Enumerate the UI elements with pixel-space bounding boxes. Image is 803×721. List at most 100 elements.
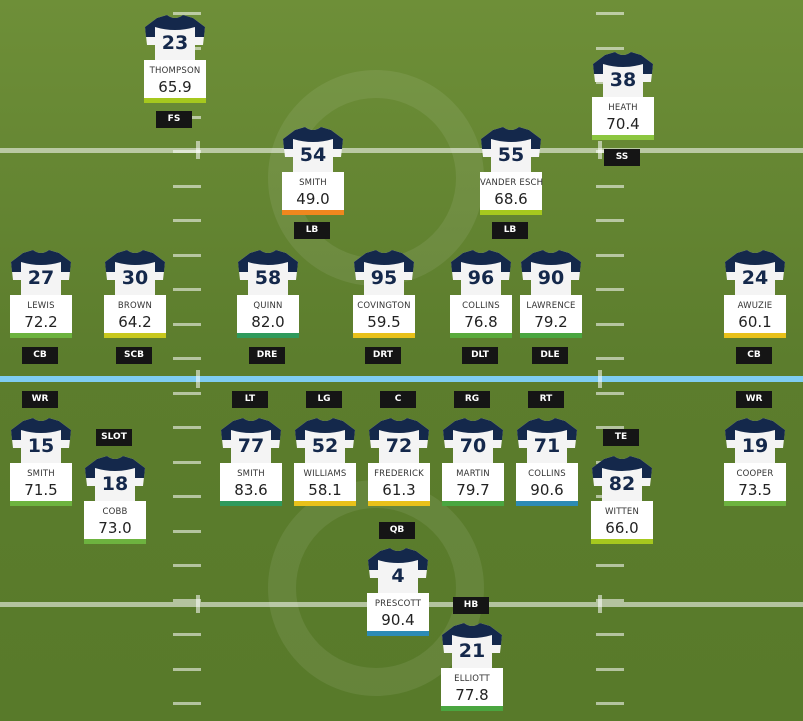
grade-bar [441,706,503,711]
player-name: SMITH [27,469,55,479]
grade-bar [450,333,512,338]
player-card: WITTEN 66.0 [591,501,653,544]
player-grade: 66.0 [605,519,639,537]
position-label: LB [294,222,330,239]
hash-mark [196,595,200,613]
player-card: ELLIOTT 77.8 [441,668,503,711]
player-grade: 82.0 [251,313,285,331]
player-grade: 76.8 [464,313,498,331]
position-label: DRT [365,347,401,364]
hash-mark [596,702,624,705]
player-grade: 70.4 [606,115,640,133]
hash-mark [596,391,624,395]
line-of-scrimmage [0,376,803,382]
jersey-number: 58 [255,267,281,289]
jersey-number: 21 [459,640,485,662]
player-name: FREDERICK [374,469,424,479]
grade-bar [724,501,786,506]
player-name: COBB [102,507,128,517]
jersey-number: 96 [468,267,494,289]
hash-mark [196,141,200,159]
player-card: COVINGTON 59.5 [353,295,415,338]
grade-bar [282,210,344,215]
jersey-number: 27 [28,267,54,289]
position-label: CB [736,347,772,364]
jersey-number: 54 [300,144,326,166]
player-card: LEWIS 72.2 [10,295,72,338]
grade-bar [10,501,72,506]
position-label: WR [22,391,58,408]
jersey: 4 [368,548,428,594]
player-card: COOPER 73.5 [724,463,786,506]
player-name: WITTEN [604,507,640,517]
hash-mark [596,426,624,429]
player-name: THOMPSON [149,66,201,76]
hash-mark [173,667,201,671]
player-name: ELLIOTT [454,674,490,684]
jersey-number: 15 [28,435,54,457]
jersey-number: 24 [742,267,768,289]
position-label: SLOT [96,429,132,446]
jersey: 95 [354,250,414,296]
player-name: COVINGTON [357,301,411,311]
player-grade: 64.2 [118,313,152,331]
player-grade: 73.0 [98,519,132,537]
grade-bar [592,135,654,140]
player-name: HEATH [608,103,638,113]
player-grade: 73.5 [738,481,772,499]
jersey-number: 70 [460,435,486,457]
jersey: 72 [369,418,429,464]
player-grade: 79.7 [456,481,490,499]
hash-mark [596,288,624,291]
position-label: C [380,391,416,408]
player-grade: 83.6 [234,481,268,499]
player-grade: 90.6 [530,481,564,499]
hash-mark [173,219,201,222]
hash-mark [196,370,200,388]
position-label: SS [604,149,640,166]
grade-bar [480,210,542,215]
position-label: LT [232,391,268,408]
hash-mark [173,150,201,153]
player-name: WILLIAMS [303,469,347,479]
jersey-number: 72 [386,435,412,457]
grade-bar [294,501,356,506]
jersey: 19 [725,418,785,464]
hash-mark [173,702,201,705]
player-name: COLLINS [462,301,500,311]
position-label: HB [453,597,489,614]
hash-mark [173,460,201,464]
grade-bar [724,333,786,338]
hash-mark [596,219,624,222]
position-label: QB [379,522,415,539]
player-name: LAWRENCE [526,301,576,311]
position-label: DLT [462,347,498,364]
jersey-number: 30 [122,267,148,289]
jersey: 96 [451,250,511,296]
hash-mark [173,564,201,567]
player-card: SMITH 49.0 [282,172,344,215]
hash-mark [598,595,602,613]
jersey-number: 4 [391,565,404,587]
player-card: FREDERICK 61.3 [368,463,430,506]
player-name: BROWN [117,301,153,311]
jersey: 52 [295,418,355,464]
jersey-number: 71 [534,435,560,457]
hash-mark [596,564,624,567]
grade-bar [367,631,429,636]
jersey: 21 [442,623,502,669]
player-name: QUINN [253,301,283,311]
jersey-number: 95 [371,267,397,289]
jersey-number: 77 [238,435,264,457]
hash-mark [173,598,201,602]
jersey-number: 18 [102,473,128,495]
player-name: COOPER [736,469,774,479]
hash-mark [173,184,201,188]
hash-mark [596,633,624,636]
grade-bar [104,333,166,338]
player-card: COLLINS 76.8 [450,295,512,338]
player-grade: 72.2 [24,313,58,331]
position-label: LG [306,391,342,408]
player-card: SMITH 83.6 [220,463,282,506]
jersey: 38 [593,52,653,98]
